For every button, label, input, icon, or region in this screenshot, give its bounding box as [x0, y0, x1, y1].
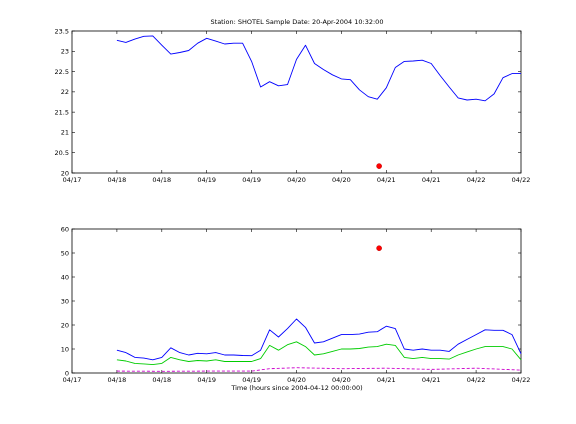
panel-1-frame	[71, 30, 522, 174]
x-tick-label: 04/20	[287, 176, 306, 184]
x-tick-label: 04/18	[108, 176, 127, 184]
x-tick-label: 04/17	[63, 376, 82, 384]
y-tick-label: 50	[61, 249, 69, 257]
series-line-1	[116, 318, 522, 361]
x-tick-label: 04/20	[332, 376, 351, 384]
bottom-x-axis-label: Time (hours since 2004-04-12 00:00:00)	[230, 384, 362, 392]
series-line-2	[116, 341, 522, 366]
y-tick-label: 20.5	[55, 149, 69, 157]
chart-title: Station: SHOTEL Sample Date: 20-Apr-2004…	[211, 18, 384, 26]
y-tick-label: 22.5	[55, 68, 69, 76]
x-tick-label: 04/18	[152, 176, 171, 184]
y-tick-label: 30	[61, 297, 69, 305]
x-tick-label: 04/20	[332, 176, 351, 184]
x-tick-label: 04/22	[467, 176, 486, 184]
y-tick-label: 20	[61, 169, 69, 177]
x-tick-label: 04/21	[422, 176, 441, 184]
x-tick-label: 04/19	[197, 376, 216, 384]
panel-2: 04/17 04/18 04/18 04/19 04/19 04/20 04/20 04/21…	[61, 225, 531, 384]
x-tick-label: 04/20	[287, 376, 306, 384]
y-tick-label: 21	[61, 129, 69, 137]
x-tick-label: 04/19	[242, 176, 261, 184]
x-tick-label: 04/22	[512, 176, 531, 184]
x-tick-label: 04/21	[377, 376, 396, 384]
x-tick-label: 04/21	[422, 376, 441, 384]
sample-point-1	[376, 163, 382, 169]
x-tick-label: 04/18	[108, 376, 127, 384]
sample-point-1	[376, 245, 382, 251]
y-tick-label: 60	[61, 225, 69, 233]
y-tick-label: 10	[61, 345, 69, 353]
x-tick-label: 04/22	[467, 376, 486, 384]
x-tick-label: 04/17	[63, 176, 82, 184]
series-line-1	[116, 35, 521, 102]
panel-2-frame	[71, 228, 522, 374]
panel-1: 04/17 04/18 04/18 04/19 04/19 04/20 04/20 04/21…	[55, 27, 531, 184]
y-tick-label: 20	[61, 321, 69, 329]
series-line-3	[116, 367, 522, 372]
y-tick-label: 40	[61, 273, 69, 281]
x-tick-label: 04/18	[152, 376, 171, 384]
x-tick-label: 04/19	[242, 376, 261, 384]
x-tick-label: 04/21	[377, 176, 396, 184]
y-tick-label: 22	[61, 88, 69, 96]
x-tick-label: 04/22	[512, 376, 531, 384]
y-tick-label: 23.5	[55, 27, 69, 35]
x-tick-label: 04/19	[197, 176, 216, 184]
y-tick-label: 23	[61, 48, 69, 56]
y-tick-label: 21.5	[55, 108, 69, 116]
plot-layer: 04/17 04/18 04/18 04/19 04/19 04/20 04/20 04/21…	[55, 27, 531, 384]
y-tick-label: 0	[65, 369, 69, 377]
